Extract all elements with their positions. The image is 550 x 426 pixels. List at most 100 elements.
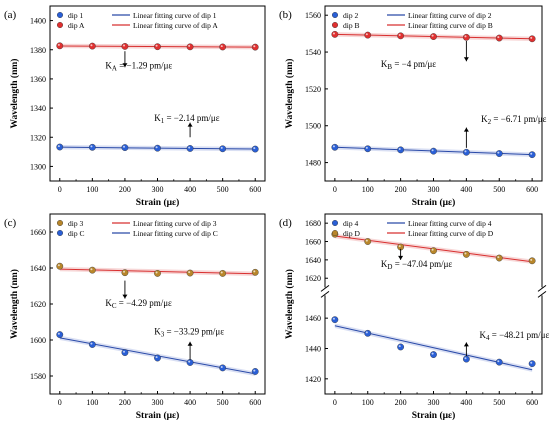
axis-break-mark bbox=[320, 284, 330, 292]
data-point-dip-3 bbox=[186, 269, 194, 277]
data-point-dip-A bbox=[186, 43, 194, 51]
data-point-dip-3 bbox=[251, 268, 259, 276]
x-tick-label: 600 bbox=[526, 398, 538, 407]
y-tick-label: 1460 bbox=[305, 314, 321, 323]
legend-label: dip 2 bbox=[343, 11, 358, 20]
legend-marker bbox=[332, 219, 339, 226]
data-point-highlight bbox=[365, 33, 368, 36]
plot-frame bbox=[49, 5, 266, 182]
data-point-highlight bbox=[57, 264, 60, 267]
data-point-highlight bbox=[155, 271, 158, 274]
slope-annotation: KA = −1.29 pm/με bbox=[105, 61, 172, 73]
y-tick-label: 1560 bbox=[305, 11, 321, 20]
x-tick-label: 400 bbox=[460, 398, 472, 407]
data-point-highlight bbox=[365, 239, 368, 242]
slope-annotation: K2 = −6.71 pm/με bbox=[481, 114, 546, 126]
data-point-highlight bbox=[253, 369, 256, 372]
y-tick-label: 1380 bbox=[30, 46, 46, 55]
x-tick-label: 400 bbox=[460, 185, 472, 194]
axis-break-mark bbox=[537, 290, 547, 298]
y-axis-label: Wavelength (nm) bbox=[9, 269, 20, 339]
data-point-highlight bbox=[530, 258, 533, 261]
data-point-dip-A bbox=[88, 42, 96, 50]
data-point-dip-2 bbox=[364, 145, 372, 153]
annotation-arrowhead bbox=[463, 127, 469, 132]
data-point-highlight bbox=[365, 146, 368, 149]
x-tick-label: 300 bbox=[428, 185, 440, 194]
x-tick-label: 100 bbox=[86, 185, 98, 194]
data-point-highlight bbox=[497, 151, 500, 154]
data-point-highlight bbox=[464, 150, 467, 153]
data-point-highlight bbox=[220, 146, 223, 149]
annotation-arrowhead bbox=[187, 122, 193, 127]
x-axis-label: Strain (με) bbox=[412, 197, 455, 208]
data-point-highlight bbox=[431, 248, 434, 251]
data-point-highlight bbox=[90, 145, 93, 148]
data-point-highlight bbox=[398, 245, 401, 248]
y-axis-label: Wavelength (nm) bbox=[284, 269, 295, 339]
data-point-highlight bbox=[464, 252, 467, 255]
data-point-dip-4 bbox=[495, 358, 503, 366]
panel-label: (c) bbox=[4, 217, 17, 229]
data-point-highlight bbox=[497, 36, 500, 39]
legend-marker bbox=[57, 22, 64, 29]
y-tick-label: 1640 bbox=[305, 256, 321, 265]
data-point-highlight bbox=[57, 43, 60, 46]
data-point-dip-4 bbox=[364, 329, 372, 337]
data-point-highlight bbox=[497, 256, 500, 259]
data-point-dip-2 bbox=[528, 151, 536, 159]
legend-label: dip 1 bbox=[68, 11, 83, 20]
panel-b: 0 100 200 300 400 500 600 1480 1500 1520 1540 1560 S… bbox=[279, 5, 547, 208]
data-point-highlight bbox=[332, 317, 335, 320]
plot-frame-upper bbox=[324, 213, 543, 288]
legend-marker bbox=[332, 229, 339, 236]
data-point-highlight bbox=[398, 147, 401, 150]
data-point-highlight bbox=[398, 345, 401, 348]
data-point-dip-A bbox=[219, 43, 227, 51]
legend-label: dip C bbox=[68, 229, 84, 238]
y-tick-label: 1680 bbox=[305, 219, 321, 228]
y-tick-label: 1660 bbox=[305, 238, 321, 247]
data-point-dip-1 bbox=[186, 145, 194, 152]
data-point-highlight bbox=[123, 145, 126, 148]
data-point-dip-3 bbox=[56, 262, 64, 270]
legend-label: dip 4 bbox=[343, 219, 358, 228]
data-point-highlight bbox=[188, 44, 191, 47]
annotation-arrowhead bbox=[398, 255, 404, 260]
data-point-highlight bbox=[464, 35, 467, 38]
x-tick-label: 300 bbox=[428, 398, 440, 407]
legend-marker bbox=[332, 11, 339, 18]
panel-a: 0 100 200 300 400 500 600 1300 1320 1340 1360 1380 1… bbox=[4, 5, 266, 208]
data-point-highlight bbox=[431, 34, 434, 37]
data-point-dip-C bbox=[154, 354, 161, 362]
y-axis-label: Wavelength (nm) bbox=[9, 59, 20, 129]
data-point-highlight bbox=[90, 342, 93, 345]
data-point-dip-2 bbox=[331, 143, 339, 151]
data-point-dip-C bbox=[121, 349, 129, 356]
data-point-dip-C bbox=[251, 368, 259, 375]
annotation-arrowhead bbox=[122, 63, 128, 68]
x-tick-label: 600 bbox=[526, 185, 538, 194]
data-point-highlight bbox=[365, 331, 368, 334]
data-point-dip-C bbox=[88, 341, 96, 348]
legend-marker bbox=[57, 11, 64, 18]
x-tick-label: 100 bbox=[362, 185, 374, 194]
data-point-highlight bbox=[57, 145, 60, 148]
legend-label: dip A bbox=[68, 21, 85, 30]
data-point-highlight bbox=[155, 44, 158, 47]
x-tick-label: 100 bbox=[362, 398, 374, 407]
panel-label: (b) bbox=[279, 9, 292, 21]
data-point-dip-3 bbox=[88, 266, 96, 274]
data-point-dip-B bbox=[495, 34, 503, 42]
plot-frame-lower bbox=[324, 295, 543, 395]
y-tick-label: 1480 bbox=[305, 159, 321, 168]
axis-break-mark bbox=[537, 284, 547, 292]
data-point-dip-D bbox=[462, 250, 470, 258]
slope-annotation: KD = −47.04 pm/με bbox=[381, 259, 453, 271]
legend-label: dip 3 bbox=[68, 219, 83, 228]
y-tick-label: 1320 bbox=[30, 133, 46, 142]
data-point-dip-3 bbox=[154, 269, 161, 277]
x-tick-label: 500 bbox=[493, 398, 505, 407]
legend-fit-label: Linear fitting curve of dip 4 bbox=[408, 219, 492, 228]
